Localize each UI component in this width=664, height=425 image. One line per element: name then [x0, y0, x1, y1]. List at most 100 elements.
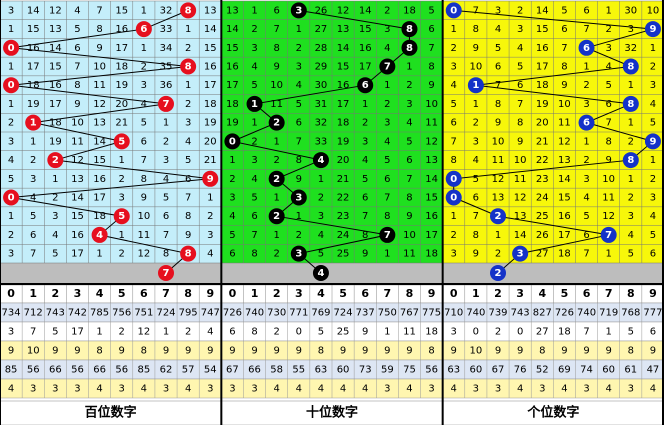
cell: 7	[74, 62, 80, 73]
cell: 2	[451, 43, 457, 54]
cell: 1	[296, 24, 302, 35]
cell: 19	[536, 99, 549, 110]
stat-value: 740	[466, 308, 485, 319]
cell: 9	[296, 174, 302, 185]
cell: 7	[96, 5, 102, 16]
cell: 4	[141, 99, 147, 110]
cell: 3	[362, 136, 368, 147]
stat-value: 8	[251, 327, 257, 338]
cell: 12	[602, 211, 615, 222]
cell: 3	[296, 62, 302, 73]
ball-label: 2	[273, 174, 280, 185]
cell: 5	[8, 174, 14, 185]
digit-header: 2	[494, 287, 502, 300]
cell: 3	[451, 249, 457, 260]
digit-header: 9	[428, 287, 436, 300]
cell: 4	[185, 136, 191, 147]
cell: 1	[605, 5, 611, 16]
cell: 4	[229, 211, 235, 222]
stat-value: 1	[96, 327, 102, 338]
cell: 2	[318, 193, 324, 204]
cell: 4	[74, 5, 80, 16]
cell: 1	[52, 174, 58, 185]
stat-value: 3	[428, 384, 434, 395]
cell: 2	[207, 211, 213, 222]
cell: 9	[561, 80, 567, 91]
cell: 23	[337, 211, 350, 222]
cell: 19	[49, 136, 62, 147]
stat-value: 6	[650, 327, 656, 338]
digit-header: 2	[273, 287, 281, 300]
label-bg	[0, 400, 222, 425]
cell: 6	[406, 155, 412, 166]
ball	[490, 265, 506, 281]
cell: 2	[517, 5, 523, 16]
cell: 2	[384, 99, 390, 110]
cell: 20	[115, 99, 128, 110]
ball-label: 7	[605, 230, 612, 241]
digit-header: 4	[538, 287, 546, 300]
cell: 16	[558, 211, 571, 222]
stat-value: 4	[406, 384, 412, 395]
cell: 3	[583, 99, 589, 110]
ball	[91, 226, 108, 243]
cell: 4	[251, 174, 257, 185]
cell: 4	[650, 211, 656, 222]
panel-label: 个位数字	[526, 405, 579, 421]
ball-label: 0	[450, 193, 457, 204]
ball-label: 3	[295, 249, 302, 260]
cell: 1	[628, 118, 634, 129]
cell: 13	[492, 193, 505, 204]
stat-value: 9	[517, 346, 523, 357]
cell: 4	[52, 230, 58, 241]
ball-label: 2	[273, 118, 280, 129]
cell: 11	[71, 136, 84, 147]
cell: 12	[558, 136, 571, 147]
cell: 2	[451, 230, 457, 241]
stat-value: 8	[539, 346, 545, 357]
cell: 2	[273, 249, 279, 260]
cell: 18	[204, 99, 217, 110]
cell: 19	[27, 99, 40, 110]
ball	[158, 265, 174, 281]
latest-row	[0, 263, 222, 283]
cell: 1	[8, 24, 14, 35]
cell: 15	[558, 193, 571, 204]
stat-value: 3	[30, 384, 36, 395]
stat-value: 6	[229, 327, 235, 338]
cell: 14	[337, 43, 350, 54]
stat-value: 726	[555, 308, 574, 319]
stat-value: 4	[141, 384, 147, 395]
stat-value: 3	[473, 384, 479, 395]
cell: 1	[296, 211, 302, 222]
cell: 5	[517, 62, 523, 73]
cell: 7	[583, 24, 589, 35]
ball	[180, 2, 197, 19]
cell: 1	[273, 193, 279, 204]
stat-value: 75	[403, 365, 416, 376]
stat-value: 795	[179, 308, 198, 319]
cell: 10	[403, 230, 416, 241]
ball	[644, 133, 661, 150]
cell: 4	[207, 249, 213, 260]
cell: 12	[425, 136, 438, 147]
digit-header: 9	[206, 287, 214, 300]
stat-value: 9	[384, 346, 390, 357]
stat-value: 8	[318, 346, 324, 357]
cell: 4	[8, 155, 14, 166]
stat-value: 726	[223, 308, 242, 319]
cell: 16	[27, 43, 40, 54]
cell: 18	[425, 249, 438, 260]
cell: 11	[93, 80, 106, 91]
ball-label: 7	[163, 268, 170, 279]
cell: 25	[536, 211, 549, 222]
digit-header: 1	[472, 287, 480, 300]
stat-value: 3	[583, 384, 589, 395]
cell: 12	[514, 193, 527, 204]
cell: 7	[428, 43, 434, 54]
cell: 1	[628, 174, 634, 185]
cell: 7	[273, 24, 279, 35]
cell: 1	[185, 24, 191, 35]
cell: 2	[30, 155, 36, 166]
